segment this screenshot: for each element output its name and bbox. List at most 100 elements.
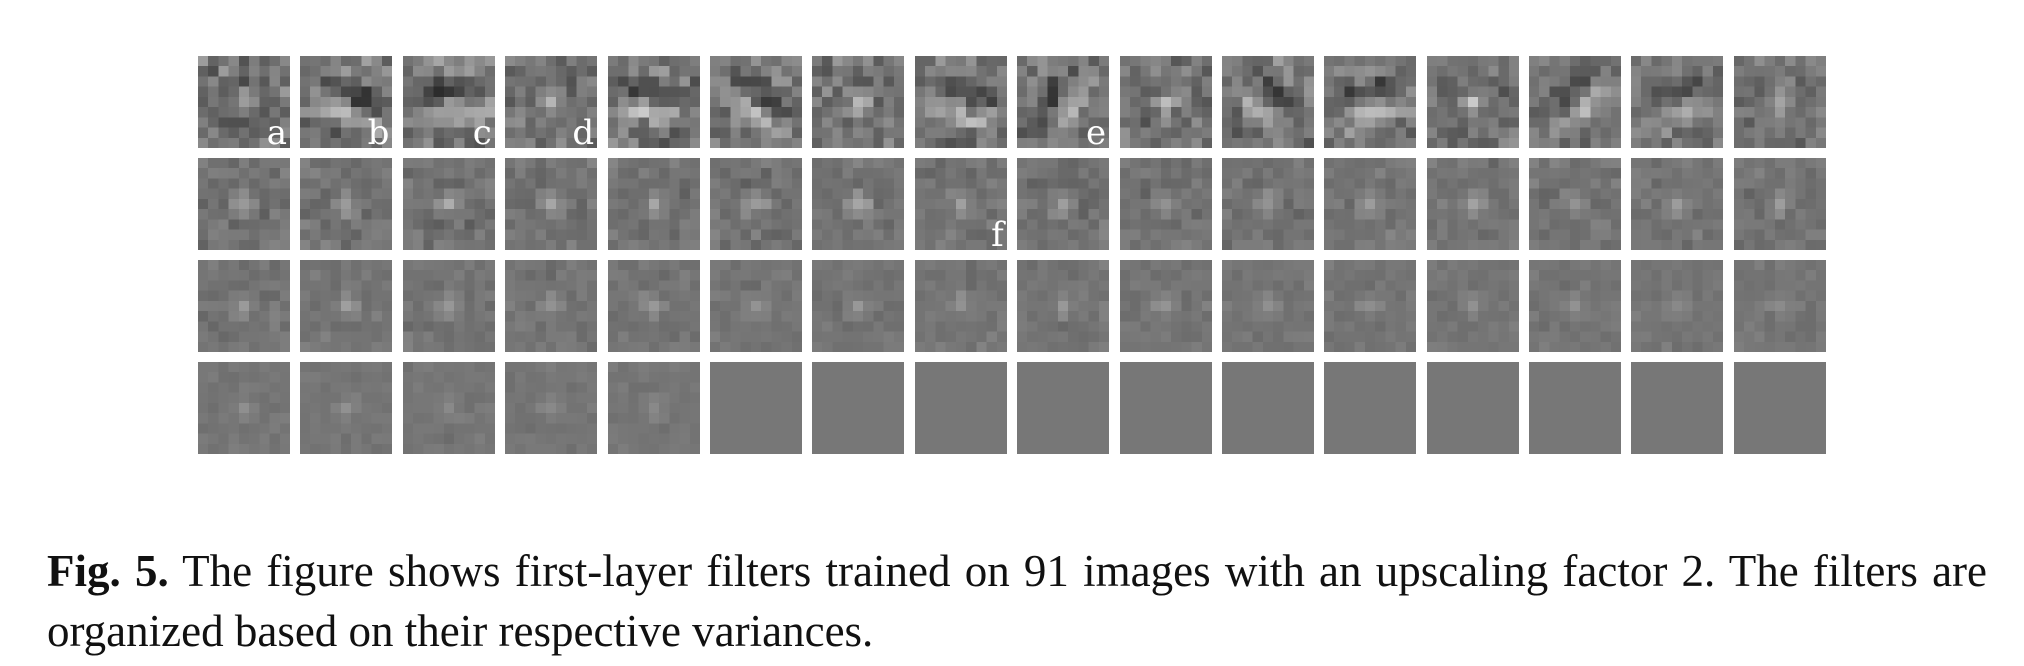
filter-weights [812,260,905,352]
filter-tile [1324,260,1417,352]
filter-tile [1733,158,1826,250]
filter-weights [505,260,598,352]
filter-tile [1324,158,1417,250]
filter-weights [1733,158,1826,250]
filter-tile [402,158,495,250]
filter-label: d [572,113,595,148]
filter-weights [812,158,905,250]
filter-weights [300,56,393,148]
filter-weights [1221,158,1314,250]
filter-tile [1631,362,1724,454]
filter-weights [1426,260,1519,352]
filter-tile [607,260,700,352]
filter-weights [198,260,290,352]
filter-weights [1119,56,1212,148]
filter-tile [505,362,598,454]
filter-tile [505,260,598,352]
filter-weights [607,56,700,148]
filter-weights [1631,56,1724,148]
filter-weights [1733,260,1826,352]
filter-tile [300,158,393,250]
filter-tile [402,362,495,454]
filter-tile [812,56,905,148]
filter-tile [1119,56,1212,148]
filter-weights [402,362,495,454]
filter-weights [1017,158,1110,250]
filter-tile [812,362,905,454]
filter-tile [709,260,802,352]
filter-label: e [1086,113,1107,148]
filter-weights [1426,158,1519,250]
filter-weights [709,260,802,352]
filter-tile [812,260,905,352]
filter-tile: d [505,56,598,148]
filter-tile [1221,260,1314,352]
filter-tile [1324,362,1417,454]
filter-tile [1324,56,1417,148]
filter-weights [402,260,495,352]
filter-weights [1221,362,1314,454]
filter-weights [1017,56,1110,148]
filter-weights [1324,362,1417,454]
filter-weights [300,260,393,352]
filter-weights [505,362,598,454]
filter-tile: c [402,56,495,148]
filter-tile [1733,56,1826,148]
filter-tile [1631,260,1724,352]
filter-weights [1529,158,1622,250]
filter-weights [1324,56,1417,148]
filter-tile: e [1017,56,1110,148]
filter-weights [914,56,1007,148]
filter-weights [1017,362,1110,454]
filter-tile [300,260,393,352]
filter-tile [1119,260,1212,352]
filter-weights [1529,260,1622,352]
filter-weights [300,158,393,250]
filter-tile [914,260,1007,352]
filter-tile [914,362,1007,454]
filter-tile [1017,158,1110,250]
filter-weights [1426,362,1519,454]
filter-tile [1017,260,1110,352]
filter-tile [1529,56,1622,148]
filter-weights [1221,260,1314,352]
filter-weights [198,362,290,454]
filter-label: b [367,113,390,148]
caption-label: Fig. 5. [47,546,169,596]
filter-tile [1529,362,1622,454]
filter-weights [1119,260,1212,352]
filter-tile: a [198,56,290,148]
filter-weights [300,362,393,454]
filter-tile [709,362,802,454]
filter-tile [505,158,598,250]
filter-weights [1631,260,1724,352]
filter-tile [1119,158,1212,250]
filter-weights [198,56,290,148]
filter-label: c [472,113,492,148]
filter-tile [812,158,905,250]
filter-tile [1426,362,1519,454]
filter-weights [1631,362,1724,454]
filter-label: f [991,215,1004,250]
filter-grid: a b c d e f [198,56,1826,454]
filter-tile [1426,56,1519,148]
filter-tile [1221,56,1314,148]
filter-weights [607,158,700,250]
filter-weights [812,56,905,148]
caption-text: The figure shows first-layer filters tra… [47,546,1988,656]
filter-tile [1631,56,1724,148]
filter-tile [1733,260,1826,352]
filter-weights [198,158,290,250]
filter-weights [1529,56,1622,148]
filter-tile [1529,158,1622,250]
filter-weights [1017,260,1110,352]
filter-tile [1733,362,1826,454]
filter-weights [914,158,1007,250]
filter-tile [1631,158,1724,250]
figure-caption: Fig. 5. The figure shows first-layer fil… [47,541,1987,661]
filter-weights [607,260,700,352]
filter-weights [914,362,1007,454]
filter-weights [1733,362,1826,454]
filter-tile [1119,362,1212,454]
filter-weights [709,158,802,250]
